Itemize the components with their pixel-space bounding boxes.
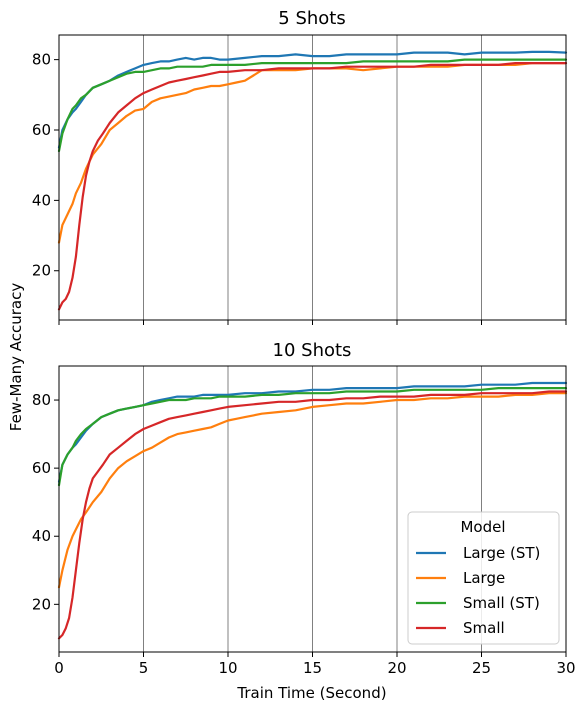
reference-lines xyxy=(143,366,482,652)
legend-box xyxy=(407,511,560,645)
y-tick-label: 80 xyxy=(32,391,51,409)
x-ticks xyxy=(58,320,567,325)
x-tick-label: 15 xyxy=(303,659,322,677)
legend-label: Small xyxy=(463,619,505,637)
x-axis-label: Train Time (Second) xyxy=(236,684,386,702)
series-line-large xyxy=(57,61,568,244)
y-tick-label: 40 xyxy=(32,527,51,545)
x-tick-label: 10 xyxy=(218,659,237,677)
y-ticks: 20 40 60 80 xyxy=(32,391,59,613)
x-tick-label: 30 xyxy=(556,659,575,677)
x-tick-label: 5 xyxy=(139,659,149,677)
y-tick-label: 20 xyxy=(32,262,51,280)
legend-title: Model xyxy=(460,518,505,536)
x-tick-label: 0 xyxy=(54,659,64,677)
legend: Model Large (ST) Large Small (ST) Small xyxy=(407,511,560,645)
x-tick-label: 20 xyxy=(387,659,406,677)
x-tick-label: 25 xyxy=(472,659,491,677)
y-axis-label: Few-Many Accuracy xyxy=(7,283,25,432)
y-tick-label: 60 xyxy=(32,121,51,139)
panel-title: 10 Shots xyxy=(273,340,352,361)
reference-lines xyxy=(143,35,482,320)
y-tick-label: 20 xyxy=(32,595,51,613)
series-line-small-st xyxy=(57,58,568,153)
series-group xyxy=(57,50,568,311)
panel-5-shots: 5 Shots 20 40 60 80 xyxy=(32,8,568,325)
legend-label: Large xyxy=(463,569,505,587)
series-line-small xyxy=(57,390,568,640)
series-line-large xyxy=(57,392,568,589)
x-ticks: 0 5 10 15 20 25 30 xyxy=(54,652,576,677)
panel-title: 5 Shots xyxy=(278,8,345,29)
legend-entries: Large (ST) Large Small (ST) Small xyxy=(416,544,540,637)
series-line-small xyxy=(57,61,568,311)
panel-10-shots: 10 Shots 20 40 60 80 0 5 10 15 20 25 30 xyxy=(32,340,576,677)
legend-label: Small (ST) xyxy=(463,594,540,612)
y-tick-label: 60 xyxy=(32,459,51,477)
legend-label: Large (ST) xyxy=(463,544,540,562)
y-ticks: 20 40 60 80 xyxy=(32,51,59,280)
series-group xyxy=(57,381,568,640)
y-tick-label: 40 xyxy=(32,191,51,209)
series-line-small-st xyxy=(57,387,568,487)
y-tick-label: 80 xyxy=(32,51,51,69)
